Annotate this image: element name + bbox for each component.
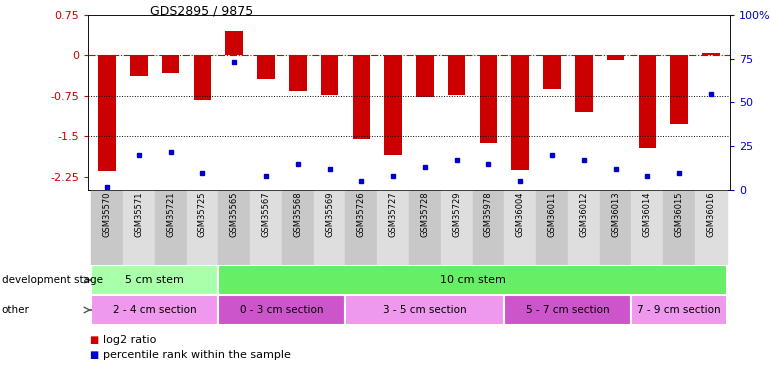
Text: GSM35568: GSM35568 [293, 192, 303, 237]
Bar [607, 56, 624, 60]
Bar [346, 190, 377, 265]
Text: GSM35978: GSM35978 [484, 192, 493, 237]
Text: GSM36015: GSM36015 [675, 192, 684, 237]
Bar [219, 190, 250, 265]
Bar [321, 56, 338, 95]
Bar [504, 295, 631, 325]
Text: 10 cm stem: 10 cm stem [440, 275, 505, 285]
Bar [219, 295, 346, 325]
Text: ■: ■ [89, 335, 99, 345]
Text: GDS2895 / 9875: GDS2895 / 9875 [149, 4, 253, 18]
Bar [480, 56, 497, 142]
Bar [504, 190, 536, 265]
Text: GSM35569: GSM35569 [325, 192, 334, 237]
Bar [155, 190, 186, 265]
Bar [91, 190, 123, 265]
Text: ■: ■ [89, 350, 99, 360]
Bar [544, 56, 561, 89]
Bar [695, 190, 727, 265]
Bar [226, 31, 243, 56]
Bar [409, 190, 440, 265]
Bar [536, 190, 568, 265]
Text: GSM36004: GSM36004 [516, 192, 524, 237]
Text: GSM35721: GSM35721 [166, 192, 175, 237]
Bar [511, 56, 529, 170]
Text: 3 - 5 cm section: 3 - 5 cm section [383, 305, 467, 315]
Text: GSM35570: GSM35570 [102, 192, 112, 237]
Bar [194, 56, 211, 99]
Bar [257, 56, 275, 78]
Bar [440, 190, 473, 265]
Bar [575, 56, 593, 112]
Bar [377, 190, 409, 265]
Text: percentile rank within the sample: percentile rank within the sample [103, 350, 291, 360]
Bar [600, 190, 631, 265]
Bar [631, 295, 727, 325]
Bar [384, 56, 402, 155]
Bar [289, 56, 306, 92]
Bar [219, 265, 727, 295]
Bar [313, 190, 346, 265]
Text: GSM35565: GSM35565 [229, 192, 239, 237]
Bar [638, 56, 656, 148]
Bar [663, 190, 695, 265]
Text: GSM35725: GSM35725 [198, 192, 207, 237]
Text: GSM36011: GSM36011 [547, 192, 557, 237]
Bar [186, 190, 219, 265]
Bar [130, 56, 148, 76]
Text: other: other [2, 305, 29, 315]
Text: 0 - 3 cm section: 0 - 3 cm section [240, 305, 323, 315]
Bar [473, 190, 504, 265]
Text: development stage: development stage [2, 275, 102, 285]
Bar [250, 190, 282, 265]
Bar [91, 295, 219, 325]
Text: 7 - 9 cm section: 7 - 9 cm section [638, 305, 721, 315]
Text: 5 - 7 cm section: 5 - 7 cm section [526, 305, 610, 315]
Text: GSM36013: GSM36013 [611, 192, 620, 237]
Bar [631, 190, 663, 265]
Bar [416, 56, 434, 98]
Bar [282, 190, 313, 265]
Bar [702, 53, 720, 55]
Text: GSM36012: GSM36012 [579, 192, 588, 237]
Bar [671, 56, 688, 124]
Text: GSM35567: GSM35567 [262, 192, 270, 237]
Bar [162, 56, 179, 73]
Text: log2 ratio: log2 ratio [103, 335, 157, 345]
Text: GSM36014: GSM36014 [643, 192, 652, 237]
Text: GSM36016: GSM36016 [706, 192, 715, 237]
Bar [346, 295, 504, 325]
Bar [91, 265, 219, 295]
Bar [353, 56, 370, 139]
Bar [448, 56, 465, 95]
Text: GSM35727: GSM35727 [389, 192, 397, 237]
Text: GSM35726: GSM35726 [357, 192, 366, 237]
Text: GSM35571: GSM35571 [134, 192, 143, 237]
Bar [568, 190, 600, 265]
Bar [99, 56, 116, 171]
Text: GSM35728: GSM35728 [420, 192, 430, 237]
Bar [123, 190, 155, 265]
Text: GSM35729: GSM35729 [452, 192, 461, 237]
Text: 5 cm stem: 5 cm stem [126, 275, 184, 285]
Text: 2 - 4 cm section: 2 - 4 cm section [113, 305, 196, 315]
